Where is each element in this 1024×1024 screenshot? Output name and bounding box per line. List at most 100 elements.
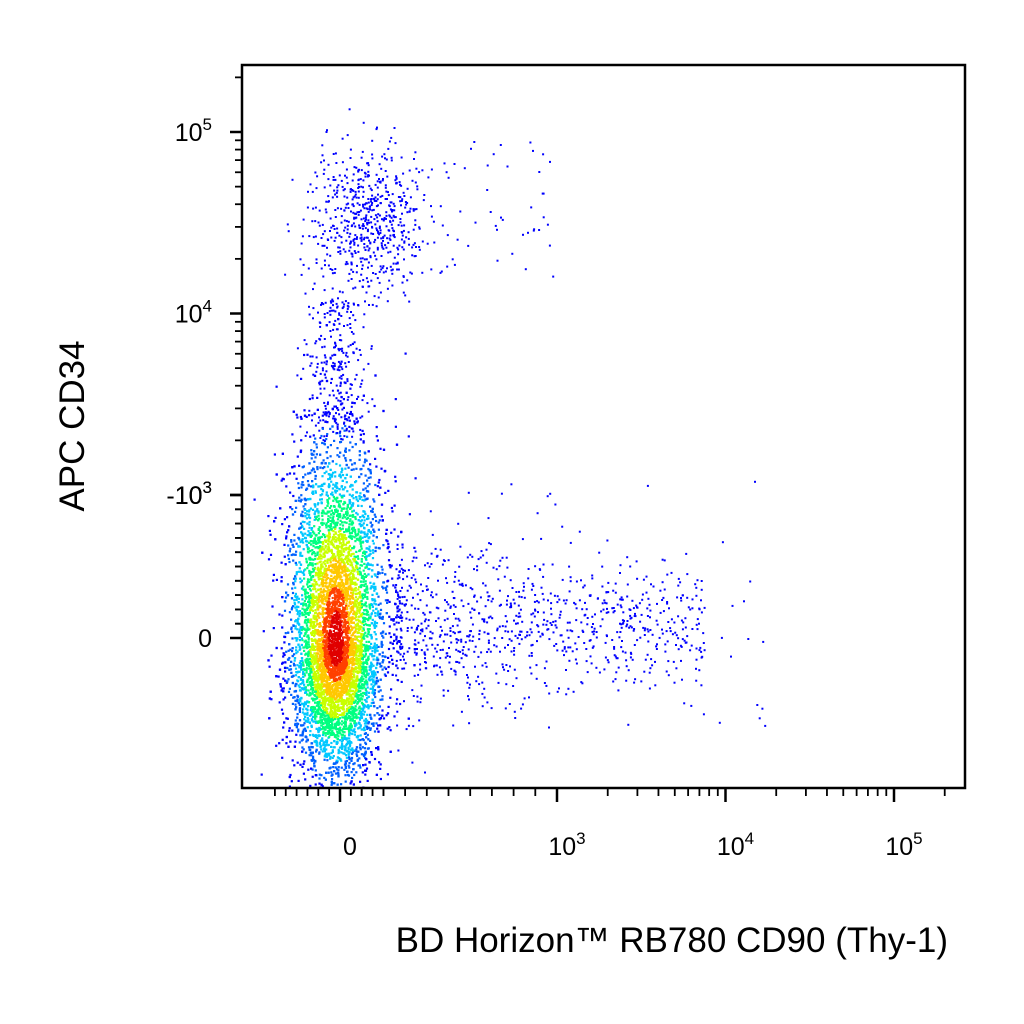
event-dot-dense <box>332 696 336 699</box>
event-dot-dense <box>352 697 355 700</box>
event-dot-dense <box>373 730 377 733</box>
event-dot-dense <box>360 496 363 499</box>
event-dot-dense <box>374 603 377 606</box>
event-dot-dense <box>394 586 397 589</box>
event-dot-dense <box>290 618 293 621</box>
event-dot-dense <box>355 619 358 622</box>
event-dot-dense <box>394 398 397 401</box>
event-dot-dense <box>288 472 292 475</box>
event-dot-dense <box>287 690 291 693</box>
event-dot-dense <box>344 486 347 489</box>
event-dot-dense <box>353 733 356 736</box>
event-dot-dense <box>351 530 354 533</box>
event-dot-dense <box>339 602 343 605</box>
event-dot-dense <box>338 717 341 720</box>
event-dot-dense <box>292 577 296 580</box>
event-dot-dense <box>378 478 381 482</box>
event-dot-dense <box>375 519 378 523</box>
event-dot-dense <box>325 526 328 529</box>
event-dot-dense <box>340 783 343 786</box>
event-dot-dense <box>309 609 312 612</box>
event-dot-dense <box>334 588 337 591</box>
event-dot-dense <box>354 623 357 626</box>
event-dot-dense <box>313 532 316 535</box>
event-dot-dense <box>353 700 356 704</box>
event-dot-dense <box>288 611 291 614</box>
event-dot-dense <box>303 672 306 675</box>
event-dot-dense <box>350 587 353 590</box>
event-dot-dense <box>377 610 380 613</box>
event-dot-dense <box>373 631 376 634</box>
event-dot-dense <box>363 747 367 750</box>
event-dot-dense <box>325 748 328 751</box>
event-dot-dense <box>323 512 326 515</box>
event-dot-dense <box>336 514 339 517</box>
event-dot-dense <box>318 383 321 386</box>
event-dot-dense <box>349 705 352 708</box>
event-dot-dense <box>336 652 339 655</box>
event-dot-dense <box>340 624 343 627</box>
event-dot-dense <box>298 545 301 548</box>
event-dot-dense <box>332 766 335 769</box>
event-dot-dense <box>308 667 311 670</box>
event-dot-dense <box>315 581 318 584</box>
event-dot-dense <box>307 689 310 692</box>
event-dot-dense <box>352 692 355 695</box>
event-dot-dense <box>335 696 338 699</box>
event-dot-dense <box>296 698 299 701</box>
event-dot-dense <box>315 509 319 512</box>
event-dot-dense <box>324 709 327 712</box>
event-dot-dense <box>401 543 404 546</box>
event-dot-dense <box>314 688 317 691</box>
event-dot-dense <box>302 724 305 727</box>
event-dot-dense <box>367 619 370 622</box>
event-dot-dense <box>356 609 359 612</box>
event-dot-dense <box>330 377 333 381</box>
event-dot-dense <box>359 738 362 742</box>
event-dot-dense <box>354 528 357 531</box>
event-dot-dense <box>371 618 374 621</box>
event-dot-dense <box>357 618 360 621</box>
event-dot-dense <box>361 666 364 669</box>
event-dot-dense <box>342 488 345 491</box>
event-dot-dense <box>300 514 303 517</box>
event-dot-dense <box>330 601 333 604</box>
event-dot-dense <box>340 547 343 550</box>
event-dot-dense <box>374 483 377 487</box>
event-dot-dense <box>350 756 354 760</box>
event-dot-dense <box>356 606 359 609</box>
event-dot-dense <box>360 564 364 567</box>
event-dot-dense <box>318 782 321 785</box>
event-dot-dense <box>358 458 361 461</box>
event-dot-dense <box>377 724 380 727</box>
event-dot-dense <box>294 553 297 556</box>
event-dot-dense <box>384 491 387 494</box>
event-dot-dense <box>349 576 352 579</box>
event-dot-dense <box>349 536 352 539</box>
event-dot-dense <box>356 646 359 649</box>
event-dot-dense <box>340 588 343 591</box>
event-dot-dense <box>299 647 302 650</box>
event-dot-dense <box>295 506 298 509</box>
event-dot-dense <box>326 560 329 563</box>
event-dot-dense <box>338 536 341 539</box>
event-dot-dense <box>296 622 299 625</box>
event-dot-dense <box>351 342 354 345</box>
event-dot-dense <box>389 654 393 658</box>
event-dot-dense <box>279 685 282 688</box>
event-dot-dense <box>298 464 301 467</box>
event-dot-dense <box>356 670 359 673</box>
event-dot-dense <box>298 703 301 706</box>
event-dot-dense <box>336 554 339 557</box>
event-dot-dense <box>367 554 370 557</box>
event-dot-dense <box>314 615 317 618</box>
event-dot-dense <box>316 662 320 665</box>
event-dot-dense <box>299 577 302 580</box>
event-dot-dense <box>350 605 353 608</box>
event-dot-dense <box>358 682 361 685</box>
event-dot-dense <box>300 637 303 640</box>
event-dot-dense <box>335 539 338 542</box>
event-dot-dense <box>363 495 366 498</box>
event-dot-dense <box>346 656 350 659</box>
event-dot-dense <box>286 516 289 519</box>
